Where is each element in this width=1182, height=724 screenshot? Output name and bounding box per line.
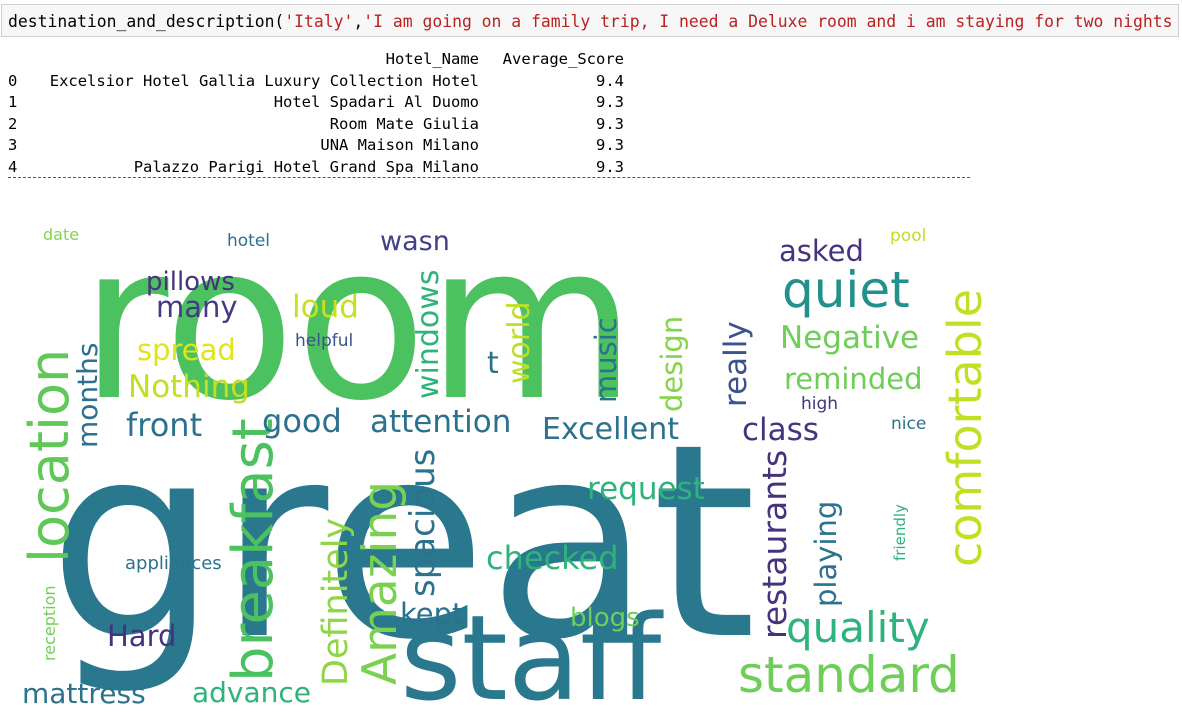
table-header-row: Hotel_Name Average_Score: [8, 49, 624, 71]
hotel-name-cell: Excelsior Hotel Gallia Luxury Collection…: [49, 71, 479, 90]
wordcloud-word: appliances: [125, 553, 222, 574]
wordcloud-word: Nothing: [128, 369, 250, 405]
wordcloud-word: room: [80, 199, 636, 448]
wordcloud-word: attention: [370, 404, 511, 440]
column-header-hotel-name: Hotel_Name: [385, 50, 479, 68]
code-line[interactable]: destination_and_description('Italy','I a…: [8, 12, 1182, 31]
wordcloud-word: many: [156, 290, 238, 324]
wordcloud-word: world: [502, 301, 537, 384]
wordcloud-word: request: [587, 471, 705, 507]
string-arg-description: 'I am going on a family trip, I need a D…: [363, 12, 1182, 31]
wordcloud-word: reception: [40, 585, 59, 661]
function-call: destination_and_description(: [8, 12, 285, 31]
string-arg-country: 'Italy': [284, 12, 354, 31]
wordcloud-word: windows: [411, 270, 446, 399]
wordcloud-word: pillows: [146, 267, 235, 297]
wordcloud-word: spacious: [403, 449, 443, 597]
table-row: 0 Excelsior Hotel Gallia Luxury Collecti…: [8, 71, 624, 93]
wordcloud-word: hotel: [227, 231, 270, 251]
table-row: 1 Hotel Spadari Al Duomo 9.3: [8, 92, 624, 114]
average-score-cell: 9.4: [596, 71, 624, 90]
wordcloud-word: class: [742, 412, 819, 448]
wordcloud-word: comfortable: [938, 289, 992, 567]
wordcloud-word: restaurants: [755, 450, 794, 639]
wordcloud-word: months: [71, 343, 104, 448]
hotel-name-cell: Room Mate Giulia: [329, 114, 479, 133]
wordcloud-word: blogs: [570, 603, 640, 633]
comma: ,: [353, 12, 364, 31]
wordcloud-word: breakfast: [221, 418, 286, 682]
wordcloud-word: standard: [738, 646, 960, 704]
hotel-name-cell: UNA Maison Milano: [320, 136, 479, 154]
wordcloud-word: friendly: [891, 504, 909, 561]
wordcloud-word: asked: [779, 234, 864, 268]
wordcloud-word: playing: [809, 501, 843, 607]
wordcloud-word: Amazing: [353, 481, 408, 685]
hotel-name-cell: Hotel Spadari Al Duomo: [273, 93, 479, 111]
table-row: 2 Room Mate Giulia 9.3: [8, 114, 624, 136]
wordcloud-word: music: [589, 317, 623, 403]
wordcloud-word: Definitely: [316, 518, 356, 686]
wordcloud-word: good: [262, 402, 342, 440]
wordcloud-word: really: [718, 321, 754, 407]
average-score-cell: 9.3: [596, 93, 624, 111]
wordcloud-word: Excellent: [542, 412, 679, 447]
wordcloud-word: t: [487, 346, 499, 381]
wordcloud-word: Negative: [780, 320, 919, 356]
wordcloud-word: date: [43, 225, 79, 244]
wordcloud-word: loud: [292, 289, 359, 325]
row-index: 1: [8, 93, 18, 111]
row-index: 3: [8, 136, 18, 154]
row-index: 4: [8, 157, 18, 176]
column-header-average-score: Average_Score: [502, 50, 624, 68]
wordcloud-word: quiet: [782, 261, 910, 319]
wordcloud-word: kept: [400, 597, 463, 631]
separator-dashes: [8, 177, 970, 179]
table-row: 3 UNA Maison Milano 9.3: [8, 135, 624, 157]
wordcloud-word: wasn: [380, 226, 450, 257]
wordcloud-word: nice: [891, 414, 926, 434]
wordcloud-word: design: [655, 316, 689, 412]
wordcloud-word: advance: [192, 676, 311, 709]
table-row: 4 Palazzo Parigi Hotel Grand Spa Milano …: [8, 157, 624, 179]
wordcloud-word: spread: [137, 333, 236, 367]
row-index: 2: [8, 114, 18, 133]
wordcloud-word: Hard: [107, 619, 176, 653]
wordcloud-word: reminded: [784, 362, 922, 396]
wordcloud-image: room great staff location breakfast comfortab…: [0, 197, 1000, 724]
dataframe-output: Hotel_Name Average_Score 0 Excelsior Hot…: [8, 49, 624, 179]
wordcloud-word: helpful: [295, 331, 353, 351]
wordcloud-word: mattress: [22, 677, 146, 709]
row-index: 0: [8, 71, 18, 90]
average-score-cell: 9.3: [596, 114, 624, 133]
wordcloud-word: front: [126, 406, 202, 444]
hotel-name-cell: Palazzo Parigi Hotel Grand Spa Milano: [133, 157, 479, 176]
wordcloud-word: quality: [786, 603, 930, 652]
wordcloud-word: high: [801, 394, 838, 414]
code-input-cell[interactable]: destination_and_description('Italy','I a…: [1, 4, 1179, 37]
wordcloud-word: location: [18, 349, 81, 563]
wordcloud-word: staff: [400, 589, 664, 709]
average-score-cell: 9.3: [596, 136, 624, 154]
wordcloud-word: pool: [890, 226, 926, 246]
wordcloud-word: checked: [486, 539, 619, 577]
wordcloud-word: great: [48, 387, 757, 699]
average-score-cell: 9.3: [596, 157, 624, 176]
